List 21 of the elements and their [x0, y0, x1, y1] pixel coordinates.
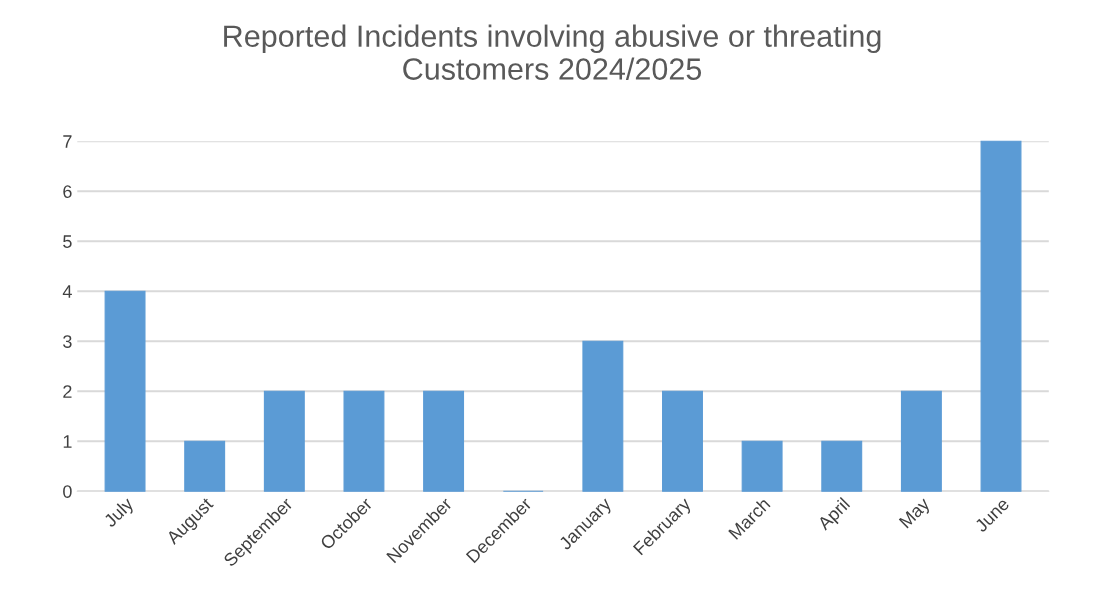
y-tick-label: 7: [63, 135, 72, 148]
bar: [184, 440, 226, 492]
y-tick-label: 5: [63, 235, 72, 248]
y-tick-label: 6: [63, 185, 72, 198]
bar: [423, 390, 465, 492]
x-tick-label: July: [102, 496, 137, 531]
bar: [662, 390, 703, 492]
y-tick-label: 0: [63, 485, 72, 498]
bar: [821, 440, 863, 492]
bar: [104, 290, 146, 492]
y-tick-label: 4: [62, 285, 72, 298]
chart-title: Reported Incidents involving abusive or threating Customers 2024/2025: [224, 24, 881, 80]
y-tick-label: 2: [63, 385, 72, 398]
bar: [900, 390, 942, 492]
bar: [582, 340, 624, 492]
y-tick-label: 1: [63, 435, 72, 448]
y-tick-label: 3: [63, 335, 72, 348]
bar: [263, 390, 305, 492]
bar: [741, 440, 783, 492]
bar: [980, 140, 1022, 492]
bar: [343, 390, 385, 492]
